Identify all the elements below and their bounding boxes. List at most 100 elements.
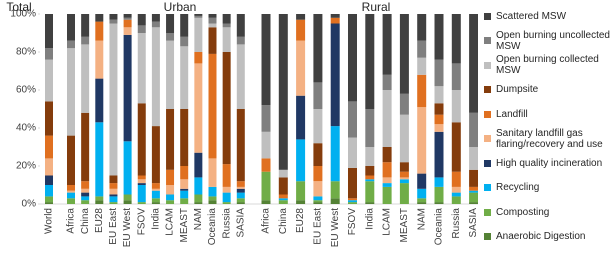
bar-segment bbox=[109, 19, 118, 24]
bar-segment bbox=[469, 112, 478, 147]
bar-segment bbox=[194, 177, 203, 195]
x-tick-label: World bbox=[44, 208, 55, 234]
bar-segment bbox=[348, 14, 357, 102]
bar-segment bbox=[261, 200, 271, 204]
bar-segment bbox=[399, 114, 409, 163]
bar-segment bbox=[95, 14, 104, 22]
bar-segment bbox=[123, 19, 132, 28]
bar-segment bbox=[365, 147, 375, 166]
bar-segment bbox=[166, 33, 175, 41]
bar-segment bbox=[166, 200, 175, 204]
legend-label: Dumpsite bbox=[496, 84, 539, 96]
bar-segment bbox=[434, 14, 444, 60]
legend-label: Open burning uncollected MSW bbox=[496, 29, 610, 52]
bar-segment bbox=[236, 181, 245, 187]
bar-segment bbox=[123, 194, 132, 201]
bar-segment bbox=[194, 52, 203, 64]
bar-segment bbox=[81, 181, 90, 189]
bar-segment bbox=[382, 183, 392, 187]
x-tick-label: EU28 bbox=[94, 208, 105, 233]
bar-segment bbox=[45, 59, 53, 102]
x-tick-label: NAM bbox=[193, 208, 204, 230]
bar-segment bbox=[382, 14, 392, 75]
bar-segment bbox=[399, 93, 409, 115]
bar-segment bbox=[417, 40, 427, 58]
bar-segment bbox=[382, 74, 392, 90]
legend-swatch bbox=[484, 184, 491, 192]
bar-segment bbox=[180, 198, 189, 204]
x-tick-label: EU East bbox=[313, 208, 324, 245]
bar-segment bbox=[166, 14, 175, 33]
legend-item: Scattered MSW bbox=[484, 4, 614, 29]
y-tick-label: 60% bbox=[16, 85, 36, 96]
bar-segment bbox=[123, 141, 132, 195]
legend-item: High quality incineration bbox=[484, 151, 614, 176]
x-tick-label: FSOV bbox=[347, 208, 358, 236]
bar-segment bbox=[123, 14, 132, 18]
bar-segment bbox=[330, 23, 340, 127]
bar-segment bbox=[208, 14, 217, 18]
bar-segment bbox=[313, 202, 323, 204]
bar-segment bbox=[81, 14, 90, 37]
bar-segment bbox=[123, 17, 132, 20]
bar-segment bbox=[222, 52, 231, 165]
bar-segment bbox=[95, 40, 104, 79]
x-tick-label: China bbox=[80, 208, 91, 235]
bar-segment bbox=[278, 200, 288, 204]
bar-segment bbox=[151, 126, 160, 184]
bar-segment bbox=[208, 158, 217, 187]
bar-segment bbox=[208, 23, 217, 28]
bar-segment bbox=[166, 194, 175, 201]
legend-item: Open burning uncollected MSW bbox=[484, 29, 614, 54]
bar-segment bbox=[451, 122, 461, 172]
bar-segment bbox=[208, 196, 217, 201]
bar-segment bbox=[434, 131, 444, 178]
bar-segment bbox=[67, 40, 75, 49]
bar-segment bbox=[123, 200, 132, 204]
legend-item: Dumpsite bbox=[484, 78, 614, 103]
bar-segment bbox=[417, 173, 427, 189]
bar-segment bbox=[208, 200, 217, 204]
legend-swatch bbox=[484, 159, 491, 167]
bar-segment bbox=[194, 202, 203, 204]
bar-segment bbox=[399, 171, 409, 178]
bar-segment bbox=[313, 143, 323, 166]
bar-segment bbox=[95, 78, 104, 123]
x-tick-label: EU28 bbox=[295, 208, 306, 233]
bar-segment bbox=[330, 181, 340, 199]
bar-segment bbox=[222, 192, 231, 203]
bar-segment bbox=[67, 48, 75, 136]
bar-segment bbox=[151, 14, 160, 22]
bar-segment bbox=[151, 183, 160, 189]
bar-segment bbox=[67, 190, 75, 193]
bar-segment bbox=[236, 192, 245, 199]
bar-segment bbox=[194, 15, 203, 18]
bar-segment bbox=[151, 188, 160, 191]
bar-segment bbox=[222, 23, 231, 28]
y-tick-label: 20% bbox=[16, 161, 36, 172]
bar-segment bbox=[261, 171, 271, 201]
x-tick-label: EU West bbox=[330, 208, 341, 247]
bar-segment bbox=[261, 131, 271, 159]
bar-segment bbox=[81, 112, 90, 182]
bar-segment bbox=[278, 14, 288, 170]
bar-segment bbox=[109, 14, 118, 20]
x-tick-label: China bbox=[278, 208, 289, 235]
bar-segment bbox=[365, 166, 375, 176]
bar-segment bbox=[278, 177, 288, 195]
bar-segment bbox=[417, 198, 427, 203]
bar-segment bbox=[236, 202, 245, 204]
bar-segment bbox=[434, 124, 444, 132]
bar-segment bbox=[151, 202, 160, 204]
bar-segment bbox=[365, 202, 375, 204]
bar-segment bbox=[348, 200, 357, 203]
bar-segment bbox=[469, 14, 478, 113]
bar-segment bbox=[382, 186, 392, 204]
bar-segment bbox=[194, 194, 203, 203]
bar-segment bbox=[278, 169, 288, 178]
bar-segment bbox=[469, 202, 478, 204]
bar-segment bbox=[451, 14, 461, 64]
bar-segment bbox=[81, 188, 90, 193]
